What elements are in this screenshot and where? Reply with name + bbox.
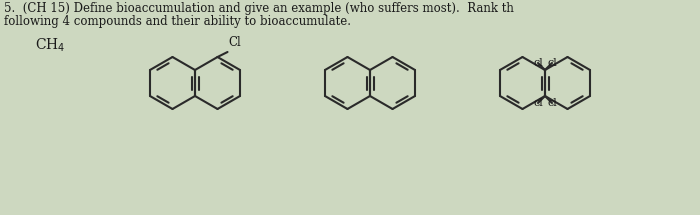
Text: cl: cl <box>547 98 557 108</box>
Text: cl: cl <box>547 58 557 68</box>
Text: 5.  (CH 15) Define bioaccumulation and give an example (who suffers most).  Rank: 5. (CH 15) Define bioaccumulation and gi… <box>4 2 514 15</box>
Text: CH$_4$: CH$_4$ <box>35 36 65 54</box>
Text: cl: cl <box>533 98 543 108</box>
Text: cl: cl <box>533 58 543 68</box>
Text: following 4 compounds and their ability to bioaccumulate.: following 4 compounds and their ability … <box>4 15 351 28</box>
Text: Cl: Cl <box>228 36 242 49</box>
